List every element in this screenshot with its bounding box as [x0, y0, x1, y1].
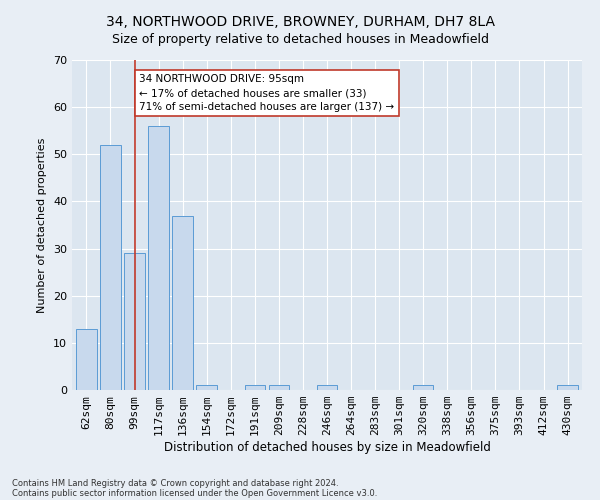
Bar — [317, 386, 337, 390]
Bar — [100, 145, 121, 390]
Bar — [557, 386, 578, 390]
X-axis label: Distribution of detached houses by size in Meadowfield: Distribution of detached houses by size … — [164, 441, 490, 454]
Text: Contains HM Land Registry data © Crown copyright and database right 2024.: Contains HM Land Registry data © Crown c… — [12, 478, 338, 488]
Bar — [172, 216, 193, 390]
Bar — [245, 386, 265, 390]
Bar — [269, 386, 289, 390]
Text: 34, NORTHWOOD DRIVE, BROWNEY, DURHAM, DH7 8LA: 34, NORTHWOOD DRIVE, BROWNEY, DURHAM, DH… — [106, 15, 494, 29]
Text: Contains public sector information licensed under the Open Government Licence v3: Contains public sector information licen… — [12, 488, 377, 498]
Y-axis label: Number of detached properties: Number of detached properties — [37, 138, 47, 312]
Text: Size of property relative to detached houses in Meadowfield: Size of property relative to detached ho… — [112, 32, 488, 46]
Bar — [148, 126, 169, 390]
Bar — [413, 386, 433, 390]
Text: 34 NORTHWOOD DRIVE: 95sqm
← 17% of detached houses are smaller (33)
71% of semi-: 34 NORTHWOOD DRIVE: 95sqm ← 17% of detac… — [139, 74, 394, 112]
Bar — [124, 254, 145, 390]
Bar — [196, 386, 217, 390]
Bar — [76, 328, 97, 390]
